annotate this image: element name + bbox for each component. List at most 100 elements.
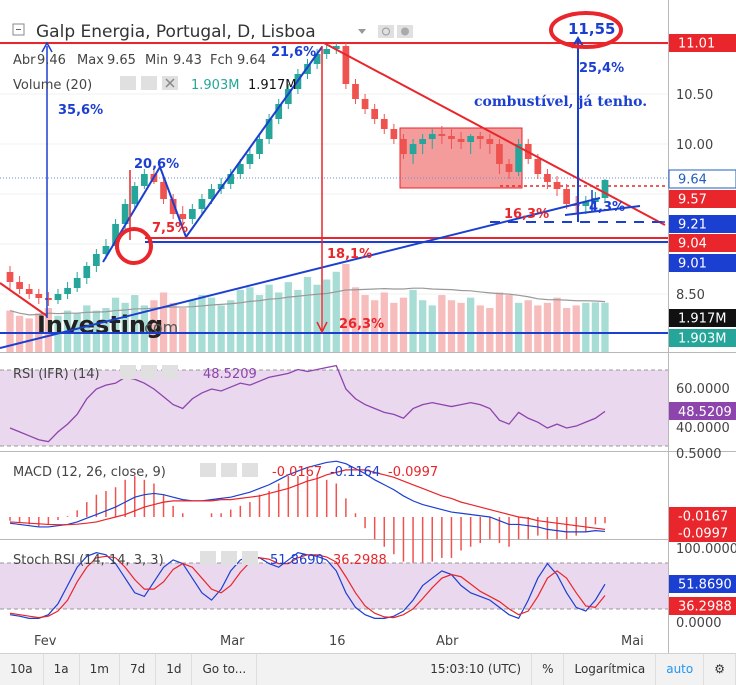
rsi-settings-icons[interactable]	[120, 365, 178, 379]
volume-bar	[188, 300, 196, 352]
wave-3-line	[185, 46, 323, 238]
watermark-suffix: .com	[139, 318, 178, 337]
volume-bar	[543, 302, 552, 352]
macd-settings-icons[interactable]	[200, 463, 258, 477]
candle	[227, 169, 235, 189]
macd-value-1: -0.0167	[272, 465, 322, 480]
candle	[582, 196, 590, 214]
candle	[265, 114, 273, 144]
candle-body	[313, 54, 321, 64]
candle-body	[438, 134, 446, 136]
candle-body	[198, 199, 206, 209]
annotation-labels: 11,55 25,4% combustível, já tenho. 35,6%…	[58, 20, 647, 332]
ohlc-low-value: 9.43	[173, 53, 202, 68]
candle-body	[476, 136, 484, 139]
volume-bar	[601, 302, 609, 352]
pct-16-label: 16,3%	[504, 207, 549, 222]
candle	[563, 184, 570, 209]
stoch-tag-text: 36.2988	[678, 600, 732, 615]
price-tick: 10.50	[676, 88, 713, 103]
candle-body	[140, 174, 148, 186]
candle	[601, 179, 609, 201]
candle	[304, 59, 311, 79]
macd-value-3: -0.0997	[388, 465, 438, 480]
goto-button[interactable]: Go to...	[192, 654, 258, 685]
target-pct-label: 25,4%	[579, 61, 624, 76]
candle	[515, 139, 522, 176]
stoch-tick: 100.0000	[676, 542, 736, 557]
volume-bar	[111, 297, 120, 352]
volume-bar	[447, 300, 456, 352]
volume-bar	[380, 292, 388, 352]
volume-bar	[466, 297, 475, 352]
volume-bar	[457, 302, 465, 352]
settings-icons[interactable]	[378, 25, 413, 38]
candle-body	[544, 174, 551, 182]
candle-body	[188, 209, 196, 219]
volume-bar	[495, 292, 504, 352]
ohlc-high-value: 9.65	[107, 53, 136, 68]
stoch-settings-icons[interactable]	[200, 551, 258, 565]
close-icon	[165, 78, 175, 88]
range-10y-button[interactable]: 10a	[0, 654, 44, 685]
pct-20-label: 20,6%	[134, 157, 179, 172]
candle-body	[419, 139, 427, 144]
support-trendline	[0, 197, 601, 349]
candle-body	[131, 186, 139, 204]
percent-button[interactable]: %	[532, 654, 565, 685]
volume-bar	[486, 308, 494, 352]
settings-gear-icon[interactable]: ⚙	[704, 654, 736, 685]
volume-label: Volume (20)	[13, 78, 92, 93]
volume-bar	[371, 300, 379, 352]
range-1y-button[interactable]: 1a	[44, 654, 80, 685]
range-1d-button[interactable]: 1d	[156, 654, 193, 685]
volume-settings-icons[interactable]	[120, 76, 178, 90]
price-tag-bg	[669, 215, 736, 233]
candle-body	[83, 266, 91, 278]
candle	[323, 44, 331, 59]
range-1m-button[interactable]: 1m	[80, 654, 120, 685]
stoch-value-1: 51.8690	[270, 553, 324, 568]
candle-body	[179, 214, 187, 219]
candle-body	[284, 89, 292, 104]
candle-body	[486, 139, 494, 144]
stoch-d-line	[9, 554, 606, 619]
macd-tag: -0.0997	[669, 524, 736, 542]
volume-bar	[438, 295, 446, 352]
price-tag: 9.01	[669, 254, 736, 272]
chevron-down-icon[interactable]	[358, 29, 366, 34]
ohlc-open-value: 9.46	[37, 53, 66, 68]
volume-bar	[332, 271, 340, 352]
time-tick: Mar	[220, 634, 245, 649]
rsi-axis: 60.0000 40.0000	[676, 382, 730, 436]
volume-bar	[572, 305, 580, 352]
auto-button[interactable]: auto	[656, 654, 705, 685]
range-7d-button[interactable]: 7d	[120, 654, 157, 685]
candle-body	[102, 246, 110, 254]
horizontal-levels	[0, 42, 668, 334]
price-tag-text: 9.64	[678, 173, 707, 188]
price-tag-bg	[669, 234, 736, 252]
volume-bar	[227, 300, 235, 352]
candle-body	[467, 136, 475, 142]
candle-body	[35, 294, 43, 298]
candle-body	[16, 282, 23, 289]
macd-label: MACD (12, 26, close, 9)	[13, 465, 166, 480]
candle	[380, 114, 388, 134]
volume-bar	[83, 305, 91, 352]
price-tag: 9.64	[668, 169, 736, 189]
log-button[interactable]: Logarítmica	[564, 654, 657, 685]
price-tag-bg	[669, 254, 736, 272]
volume-bar	[102, 308, 110, 352]
ohlc-low-label: Min	[145, 53, 168, 68]
wave-2-line	[159, 166, 187, 238]
candle	[140, 169, 148, 189]
price-tick: 10.00	[676, 138, 713, 153]
candle	[275, 99, 283, 124]
volume-bar	[524, 300, 532, 352]
volume-bar	[323, 279, 331, 352]
ohlc-open-label: Abr	[13, 53, 36, 68]
price-tag: 1.903M	[669, 329, 736, 347]
ohlc-high-label: Max	[77, 53, 104, 68]
pct-21-label: 21,6%	[271, 45, 316, 60]
